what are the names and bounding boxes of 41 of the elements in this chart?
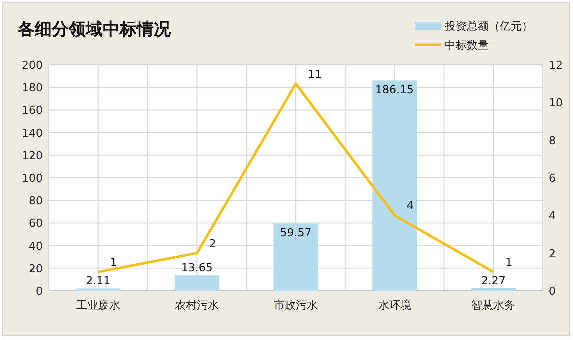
y2-tick-label: 2 xyxy=(549,247,556,260)
data-label: 2.27 xyxy=(481,274,506,288)
y2-tick-label: 12 xyxy=(549,59,563,72)
data-label: 13.65 xyxy=(181,262,213,275)
x-tick-label: 智慧水务 xyxy=(472,299,516,312)
y-tick-label: 60 xyxy=(29,217,43,230)
line-series xyxy=(97,82,495,274)
bar xyxy=(274,224,318,291)
y2-tick-label: 4 xyxy=(549,210,556,223)
y-tick-label: 180 xyxy=(22,82,43,95)
data-label: 59.57 xyxy=(280,226,312,240)
bar xyxy=(471,288,516,291)
y-tick-label: 80 xyxy=(29,194,43,208)
y-tick-label: 140 xyxy=(22,126,43,140)
y-tick-label: 200 xyxy=(22,59,43,72)
data-label: 1 xyxy=(506,256,513,270)
y-tick-label: 0 xyxy=(36,285,43,298)
y-tick-label: 120 xyxy=(22,149,43,162)
data-label: 2.11 xyxy=(86,274,111,288)
legend-label: 投资总额（亿元） xyxy=(444,20,533,33)
data-label: 4 xyxy=(406,200,414,213)
y-tick-label: 20 xyxy=(29,262,43,276)
chart-title: 各细分领域中标情况 xyxy=(17,20,172,40)
y-tick-label: 40 xyxy=(29,240,43,253)
data-label: 1 xyxy=(110,256,118,270)
y2-tick-label: 10 xyxy=(549,96,563,110)
data-label: 186.15 xyxy=(376,84,414,97)
data-label: 11 xyxy=(308,68,322,81)
y-tick-label: 100 xyxy=(22,172,43,185)
data-label: 2 xyxy=(209,237,216,250)
x-tick-label: 农村污水 xyxy=(175,299,220,312)
y2-tick-label: 6 xyxy=(549,172,556,185)
y-tick-label: 160 xyxy=(22,104,43,118)
bar xyxy=(372,80,418,291)
legend-label: 中标数量 xyxy=(445,39,489,52)
x-tick-label: 水环境 xyxy=(378,299,412,312)
x-tick-label: 工业废水 xyxy=(76,299,120,312)
y2-tick-label: 8 xyxy=(549,134,556,148)
x-tick-label: 市政污水 xyxy=(274,299,318,312)
bar xyxy=(174,276,220,291)
y2-tick-label: 0 xyxy=(549,285,556,298)
